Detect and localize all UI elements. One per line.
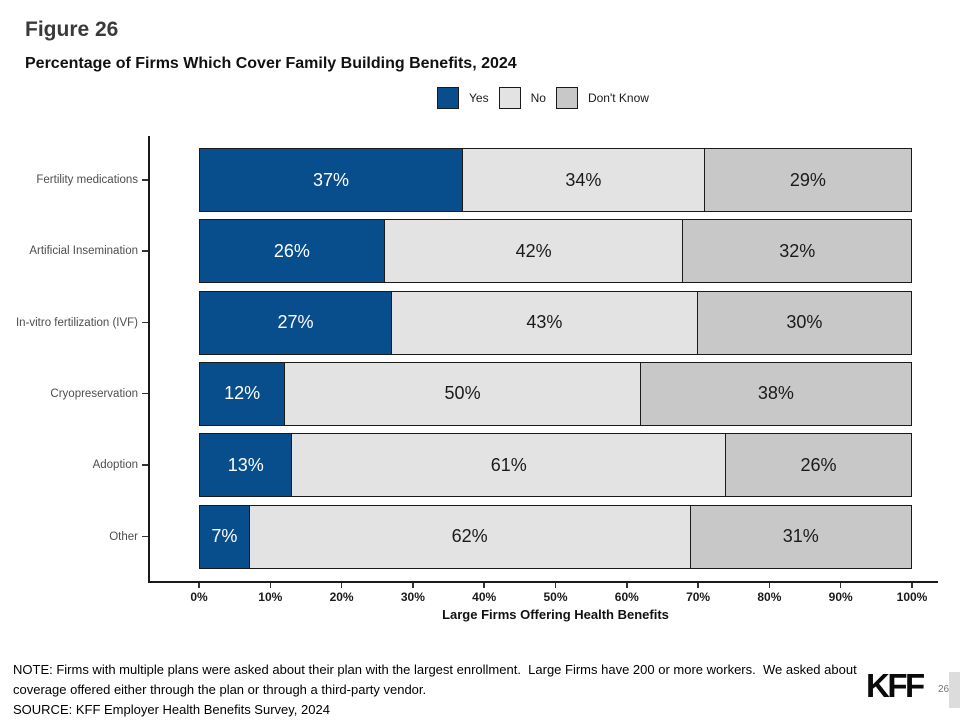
- x-axis-tick: [412, 583, 414, 588]
- x-tick-label: 90%: [828, 590, 853, 604]
- bar-value-label: 42%: [515, 240, 552, 261]
- x-axis-tick: [839, 583, 842, 588]
- bar-segment: 26%: [200, 220, 385, 283]
- bar-segment: 62%: [249, 505, 691, 568]
- category-label: Cryopreservation: [50, 387, 138, 400]
- legend-label: No: [530, 91, 546, 105]
- y-axis-tick: [142, 179, 148, 181]
- page-number: 26: [938, 684, 950, 695]
- bar-segment: 29%: [704, 149, 911, 211]
- y-axis-line: [148, 136, 150, 583]
- y-axis-tick: [142, 392, 148, 395]
- bar-value-label: 32%: [779, 240, 816, 261]
- bar-segment: 42%: [384, 220, 684, 283]
- kff-logo: KFF: [866, 667, 925, 704]
- y-axis-tick: [142, 464, 148, 466]
- bar-value-label: 61%: [490, 454, 527, 475]
- note-text: NOTE: Firms with multiple plans were ask…: [13, 662, 861, 697]
- bar-segment: 38%: [640, 362, 911, 425]
- bar-value-label: 34%: [565, 169, 602, 190]
- x-tick-label: 50%: [543, 590, 568, 604]
- x-axis-line: [148, 581, 938, 583]
- x-axis-tick: [626, 583, 628, 588]
- category-label: Fertility medications: [36, 174, 138, 186]
- x-tick-label: 0%: [190, 590, 208, 604]
- page-edge-bar: [949, 672, 960, 708]
- bar-value-label: 13%: [227, 454, 264, 475]
- bar-value-label: 26%: [800, 454, 837, 475]
- legend: Yes No Don't Know: [148, 87, 938, 109]
- x-axis-tick: [697, 583, 699, 588]
- category-label: Adoption: [92, 459, 138, 472]
- x-tick-label: 80%: [757, 590, 782, 604]
- legend-swatch-yes: [437, 87, 460, 109]
- legend-item-yes: Yes: [437, 87, 489, 109]
- x-tick-label: 60%: [614, 590, 639, 604]
- bar-value-label: 31%: [782, 526, 819, 546]
- x-axis-tick: [768, 583, 771, 588]
- legend-swatch-dont-know: [555, 87, 578, 109]
- x-axis-tick: [340, 583, 343, 588]
- bar-segment: 50%: [285, 362, 641, 425]
- bar-value-label: 43%: [526, 312, 563, 333]
- bar-value-label: 38%: [757, 383, 794, 404]
- category-label: Artificial Insemination: [29, 245, 138, 258]
- x-axis-tick: [198, 583, 200, 588]
- bar-segment: 13%: [200, 434, 293, 497]
- bar-row: 12% 50% 38%: [199, 361, 912, 426]
- figure-label: Figure 26: [25, 18, 119, 41]
- category-label: Other: [109, 530, 138, 543]
- bar-value-label: 7%: [211, 526, 238, 546]
- legend-item-dont-know: Don't Know: [555, 87, 649, 109]
- bar-segment: 31%: [690, 505, 911, 568]
- bar-row: 13% 61% 26%: [199, 433, 912, 498]
- bar-segment: 61%: [292, 434, 727, 497]
- source-text: SOURCE: KFF Employer Health Benefits Sur…: [13, 702, 330, 717]
- bar-value-label: 26%: [273, 240, 310, 261]
- bar-segment: 32%: [683, 220, 911, 283]
- y-axis-tick: [142, 321, 148, 324]
- bar-value-label: 12%: [224, 383, 261, 404]
- x-tick-label: 70%: [686, 590, 711, 604]
- category-label: In-vitro fertilization (IVF): [15, 316, 138, 329]
- legend-item-no: No: [498, 87, 546, 109]
- bar-row: 37% 34% 29%: [199, 148, 912, 212]
- bar-row: 27% 43% 30%: [199, 290, 912, 355]
- bar-value-label: 50%: [444, 383, 481, 404]
- x-axis-title: Large Firms Offering Health Benefits: [442, 607, 669, 622]
- x-tick-label: 40%: [472, 590, 497, 604]
- x-axis-tick: [554, 583, 557, 588]
- bar-segment: 34%: [463, 149, 705, 211]
- bar-row: 7% 62% 31%: [199, 504, 912, 569]
- bar-segment: 12%: [200, 362, 286, 425]
- bar-value-label: 29%: [789, 169, 826, 190]
- x-tick-label: 30%: [400, 590, 425, 604]
- bar-segment: 7%: [200, 505, 250, 568]
- x-tick-label: 10%: [258, 590, 283, 604]
- x-tick-label: 100%: [896, 590, 928, 604]
- x-axis-tick: [911, 583, 913, 588]
- legend-label: Don't Know: [587, 91, 649, 105]
- x-tick-label: 20%: [329, 590, 354, 604]
- footnotes: NOTE: Firms with multiple plans were ask…: [13, 660, 885, 720]
- y-axis-tick: [142, 535, 148, 537]
- legend-label: Yes: [469, 91, 489, 105]
- x-axis-tick: [269, 583, 272, 588]
- bar-row: 26% 42% 32%: [199, 219, 912, 284]
- bar-value-label: 37%: [313, 169, 350, 190]
- bar-value-label: 27%: [277, 312, 314, 333]
- bar-segment: 26%: [726, 434, 911, 497]
- bar-segment: 27%: [200, 291, 392, 354]
- bar-value-label: 62%: [451, 526, 488, 546]
- x-axis-tick: [483, 583, 485, 588]
- chart-title: Percentage of Firms Which Cover Family B…: [25, 55, 517, 72]
- legend-swatch-no: [498, 87, 521, 109]
- y-axis-tick: [142, 250, 148, 252]
- bar-segment: 43%: [391, 291, 698, 354]
- bar-value-label: 30%: [786, 312, 823, 333]
- bar-segment: 30%: [697, 291, 911, 354]
- bar-segment: 37%: [200, 149, 464, 211]
